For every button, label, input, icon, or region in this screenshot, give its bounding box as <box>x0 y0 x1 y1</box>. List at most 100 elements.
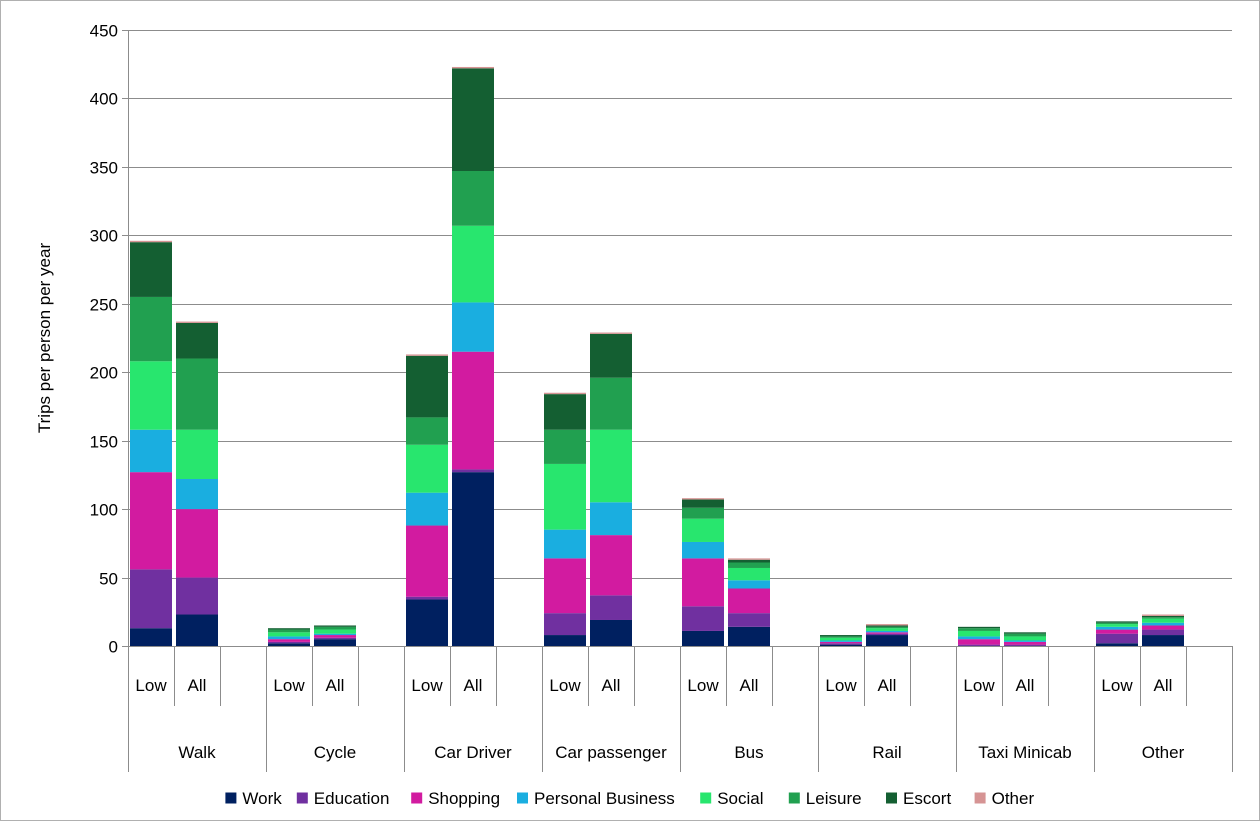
bar-shopping <box>452 351 494 470</box>
bar-escort <box>544 394 586 430</box>
legend-label-personal-business: Personal Business <box>534 789 675 808</box>
bar-shopping <box>590 535 632 596</box>
bar-education <box>268 641 310 644</box>
bar-escort <box>866 625 908 627</box>
bar-social <box>130 361 172 430</box>
bar-shopping <box>406 525 448 597</box>
x-tick-label: All <box>740 676 759 695</box>
bar-work <box>406 599 448 646</box>
x-group-label: Other <box>1142 743 1185 762</box>
bar-work <box>452 472 494 646</box>
x-group-label: Car passenger <box>555 743 667 762</box>
legend-label-education: Education <box>314 789 390 808</box>
legend-label-leisure: Leisure <box>806 789 862 808</box>
bar-shopping <box>1142 625 1184 630</box>
bar-escort <box>728 559 770 563</box>
x-group-label: Rail <box>872 743 901 762</box>
bars <box>130 66 1184 646</box>
y-tick-label: 300 <box>90 227 118 246</box>
bar-personal-business <box>406 492 448 526</box>
legend-label-social: Social <box>717 789 763 808</box>
bar-escort <box>1142 615 1184 618</box>
bar-escort <box>130 242 172 297</box>
bar-personal-business <box>682 541 724 559</box>
bar-leisure <box>452 170 494 226</box>
bar-social <box>728 567 770 581</box>
bar-education <box>866 633 908 636</box>
bar-personal-business <box>268 636 310 640</box>
legend-label-shopping: Shopping <box>428 789 500 808</box>
bar-social <box>268 632 310 637</box>
bar-personal-business <box>866 630 908 633</box>
x-tick-label: All <box>326 676 345 695</box>
bar-personal-business <box>820 640 862 642</box>
bar-social <box>590 429 632 503</box>
bar-shopping <box>268 639 310 642</box>
bar-work <box>544 635 586 646</box>
bar-escort <box>590 333 632 378</box>
bar-leisure <box>1096 622 1138 625</box>
bar-personal-business <box>314 633 356 636</box>
x-tick-label: All <box>602 676 621 695</box>
bar-leisure <box>176 358 218 430</box>
bar-personal-business <box>452 302 494 352</box>
bar-shopping <box>866 632 908 634</box>
bar-escort <box>1004 632 1046 634</box>
bar-social <box>406 444 448 493</box>
bar-other <box>452 66 494 69</box>
bar-leisure <box>1142 617 1184 619</box>
x-tick-label: Low <box>963 676 995 695</box>
bar-leisure <box>406 417 448 445</box>
bar-escort <box>682 499 724 508</box>
bar-personal-business <box>1004 640 1046 642</box>
bar-social <box>1142 618 1184 623</box>
bar-leisure <box>866 626 908 629</box>
bar-education <box>544 613 586 636</box>
bar-other <box>176 321 218 323</box>
bar-work <box>728 626 770 646</box>
bar-work <box>590 619 632 646</box>
bar-personal-business <box>728 580 770 589</box>
bar-escort <box>406 355 448 418</box>
x-tick-label: All <box>1154 676 1173 695</box>
bar-escort <box>176 322 218 359</box>
legend: Work Education Shopping Personal Business So… <box>225 789 1034 808</box>
bar-work <box>866 635 908 646</box>
bar-other <box>866 624 908 626</box>
bar-other <box>590 332 632 334</box>
bar-shopping <box>314 635 356 638</box>
bar-education <box>314 637 356 640</box>
bar-work <box>1096 643 1138 646</box>
bar-personal-business <box>176 478 218 510</box>
bar-escort <box>820 635 862 637</box>
x-tick-label: All <box>188 676 207 695</box>
bar-education <box>728 613 770 627</box>
bar-shopping <box>544 558 586 614</box>
axes: 0 50 100 150 200 250 300 350 400 450 Low All Walk Low… <box>90 22 1233 772</box>
bar-escort <box>314 625 356 627</box>
x-group-label: Cycle <box>314 743 357 762</box>
bar-other <box>682 498 724 500</box>
bar-escort <box>268 628 310 630</box>
legend-swatch-leisure <box>788 792 800 804</box>
bar-social <box>1096 624 1138 627</box>
bar-education <box>820 643 862 645</box>
bar-shopping <box>820 641 862 644</box>
bar-education <box>1096 633 1138 644</box>
bar-education <box>682 606 724 631</box>
legend-label-other: Other <box>992 789 1035 808</box>
legend-swatch-other <box>974 792 986 804</box>
bar-social <box>958 630 1000 637</box>
bar-education <box>958 644 1000 646</box>
bar-education <box>1004 644 1046 646</box>
y-tick-label: 200 <box>90 364 118 383</box>
y-tick-label: 150 <box>90 433 118 452</box>
gridlines <box>128 30 1232 579</box>
x-tick-label: Low <box>687 676 719 695</box>
bar-work <box>268 643 310 646</box>
bar-escort <box>958 626 1000 629</box>
bar-social <box>544 463 586 530</box>
x-group-label: Taxi Minicab <box>978 743 1072 762</box>
bar-shopping <box>176 509 218 578</box>
